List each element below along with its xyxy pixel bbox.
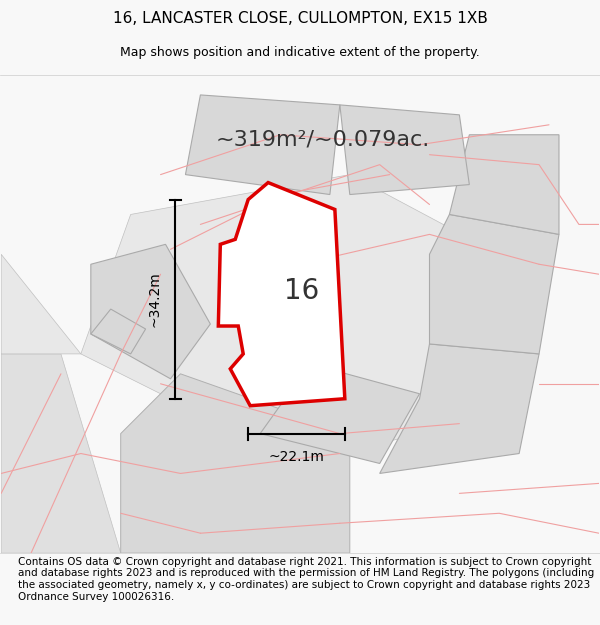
Polygon shape xyxy=(185,95,340,194)
Text: Contains OS data © Crown copyright and database right 2021. This information is : Contains OS data © Crown copyright and d… xyxy=(18,557,594,601)
Polygon shape xyxy=(91,309,146,354)
Polygon shape xyxy=(340,105,469,194)
Text: 16, LANCASTER CLOSE, CULLOMPTON, EX15 1XB: 16, LANCASTER CLOSE, CULLOMPTON, EX15 1X… xyxy=(113,11,487,26)
Text: ~22.1m: ~22.1m xyxy=(269,449,325,464)
Polygon shape xyxy=(430,214,559,354)
Polygon shape xyxy=(449,135,559,234)
Text: 16: 16 xyxy=(284,277,319,304)
Polygon shape xyxy=(1,354,121,553)
Polygon shape xyxy=(121,374,350,553)
Polygon shape xyxy=(81,174,499,464)
Text: Map shows position and indicative extent of the property.: Map shows position and indicative extent… xyxy=(120,46,480,59)
Text: ~319m²/~0.079ac.: ~319m²/~0.079ac. xyxy=(215,130,430,150)
Text: ~34.2m: ~34.2m xyxy=(148,271,161,327)
Polygon shape xyxy=(260,364,419,464)
Polygon shape xyxy=(91,244,211,379)
Polygon shape xyxy=(1,254,81,354)
Polygon shape xyxy=(380,344,539,474)
Polygon shape xyxy=(218,182,345,406)
